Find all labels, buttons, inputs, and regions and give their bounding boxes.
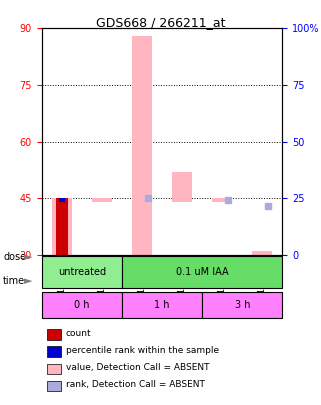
FancyBboxPatch shape (122, 256, 282, 288)
Text: ►: ► (24, 277, 32, 286)
Bar (252, 251, 273, 255)
FancyBboxPatch shape (122, 292, 202, 318)
Bar (59, 198, 65, 202)
Bar (92, 198, 112, 202)
Bar (52, 198, 72, 255)
Bar (56, 198, 68, 255)
Bar (132, 36, 152, 255)
Bar (212, 198, 232, 202)
FancyBboxPatch shape (202, 292, 282, 318)
Text: rank, Detection Call = ABSENT: rank, Detection Call = ABSENT (66, 380, 205, 389)
Text: 1 h: 1 h (154, 300, 170, 310)
Bar (47, 381, 61, 392)
FancyBboxPatch shape (42, 292, 122, 318)
Text: 0.1 uM IAA: 0.1 uM IAA (176, 267, 229, 277)
Text: ►: ► (24, 252, 32, 262)
Text: 0 h: 0 h (74, 300, 90, 310)
Bar (47, 346, 61, 357)
Text: GDS668 / 266211_at: GDS668 / 266211_at (96, 16, 225, 29)
Text: count: count (66, 329, 91, 338)
FancyBboxPatch shape (42, 256, 122, 288)
Text: percentile rank within the sample: percentile rank within the sample (66, 346, 219, 355)
Text: untreated: untreated (58, 267, 106, 277)
Text: time: time (3, 277, 25, 286)
Bar (47, 364, 61, 374)
Bar (47, 329, 61, 340)
Text: dose: dose (3, 252, 26, 262)
Bar (172, 172, 192, 202)
Text: value, Detection Call = ABSENT: value, Detection Call = ABSENT (66, 363, 209, 372)
Text: 3 h: 3 h (235, 300, 250, 310)
